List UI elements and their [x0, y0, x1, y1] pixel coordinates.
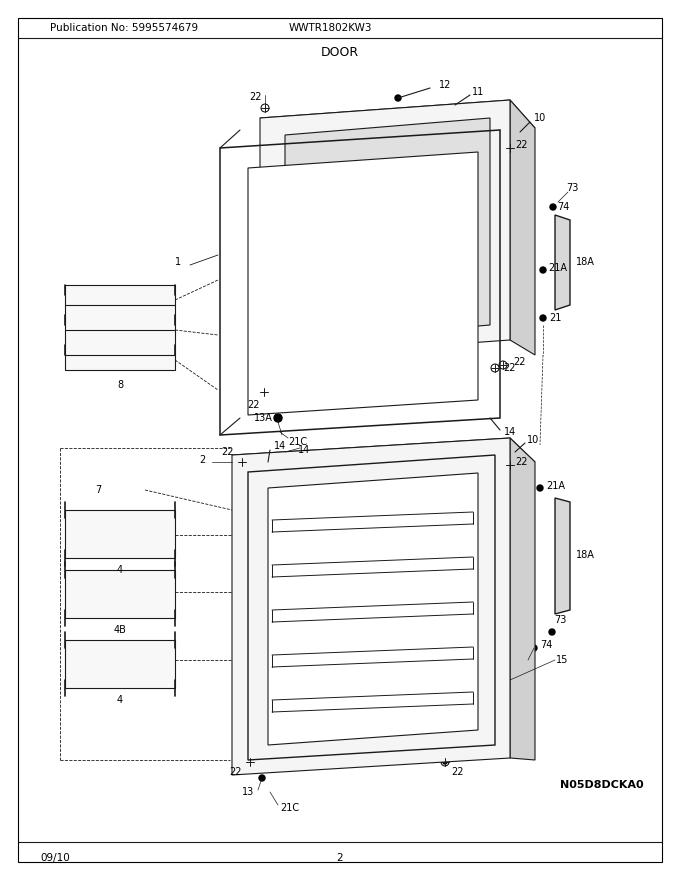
- Text: Publication No: 5995574679: Publication No: 5995574679: [50, 23, 198, 33]
- Text: 4B: 4B: [114, 625, 126, 635]
- Circle shape: [537, 485, 543, 491]
- Text: 74: 74: [557, 202, 569, 212]
- Circle shape: [540, 267, 546, 273]
- Text: 10: 10: [527, 435, 539, 445]
- Polygon shape: [65, 570, 175, 618]
- Text: 4: 4: [117, 695, 123, 705]
- Text: 22: 22: [230, 767, 242, 777]
- Text: 18A: 18A: [575, 257, 594, 267]
- Text: 21C: 21C: [288, 437, 307, 447]
- Text: 22: 22: [514, 357, 526, 367]
- Polygon shape: [232, 438, 535, 478]
- Text: 18A: 18A: [575, 550, 594, 560]
- Text: 21: 21: [549, 313, 561, 323]
- Circle shape: [517, 129, 523, 135]
- Text: 22: 22: [504, 363, 516, 373]
- Text: 22: 22: [515, 140, 528, 150]
- Circle shape: [549, 629, 555, 635]
- Text: 14: 14: [298, 445, 310, 455]
- Circle shape: [395, 95, 401, 101]
- Text: 13A: 13A: [254, 413, 273, 423]
- Text: 22: 22: [515, 457, 528, 467]
- Text: 11: 11: [472, 87, 484, 97]
- Circle shape: [512, 449, 518, 455]
- Text: 12: 12: [439, 80, 452, 90]
- Text: 22: 22: [222, 447, 234, 457]
- Polygon shape: [510, 438, 535, 760]
- Polygon shape: [65, 285, 175, 370]
- Circle shape: [540, 315, 546, 321]
- Polygon shape: [65, 510, 175, 558]
- Circle shape: [274, 414, 282, 422]
- Text: 73: 73: [566, 183, 578, 193]
- Text: 74: 74: [540, 640, 552, 650]
- Text: 13: 13: [242, 787, 254, 797]
- Text: 8: 8: [117, 380, 123, 390]
- Polygon shape: [260, 100, 535, 145]
- Polygon shape: [65, 640, 175, 688]
- Polygon shape: [510, 100, 535, 355]
- Polygon shape: [285, 118, 490, 342]
- Circle shape: [443, 760, 447, 764]
- Text: 2: 2: [199, 455, 205, 465]
- Text: 14: 14: [274, 441, 286, 451]
- Text: 1: 1: [175, 257, 181, 267]
- Polygon shape: [268, 473, 478, 745]
- Text: 2: 2: [337, 853, 343, 863]
- Polygon shape: [555, 498, 570, 614]
- Text: 14: 14: [504, 427, 516, 437]
- Text: 22: 22: [249, 92, 261, 102]
- Text: 21A: 21A: [549, 263, 568, 273]
- Text: 22: 22: [452, 767, 464, 777]
- Polygon shape: [248, 152, 478, 415]
- Text: N05D8DCKA0: N05D8DCKA0: [560, 780, 644, 790]
- Polygon shape: [260, 100, 510, 358]
- Text: 4: 4: [117, 565, 123, 575]
- Text: 21C: 21C: [280, 803, 300, 813]
- Text: 7: 7: [95, 485, 101, 495]
- Circle shape: [550, 204, 556, 210]
- Text: 73: 73: [554, 615, 566, 625]
- Circle shape: [259, 775, 265, 781]
- Text: 09/10: 09/10: [40, 853, 70, 863]
- Text: WWTR1802KW3: WWTR1802KW3: [288, 23, 372, 33]
- Polygon shape: [232, 438, 510, 775]
- Polygon shape: [555, 215, 570, 310]
- Circle shape: [531, 645, 537, 651]
- Text: 10: 10: [534, 113, 546, 123]
- Text: 15: 15: [556, 655, 568, 665]
- Text: DOOR: DOOR: [321, 46, 359, 58]
- Text: 22: 22: [247, 400, 259, 410]
- Text: 21A: 21A: [547, 481, 566, 491]
